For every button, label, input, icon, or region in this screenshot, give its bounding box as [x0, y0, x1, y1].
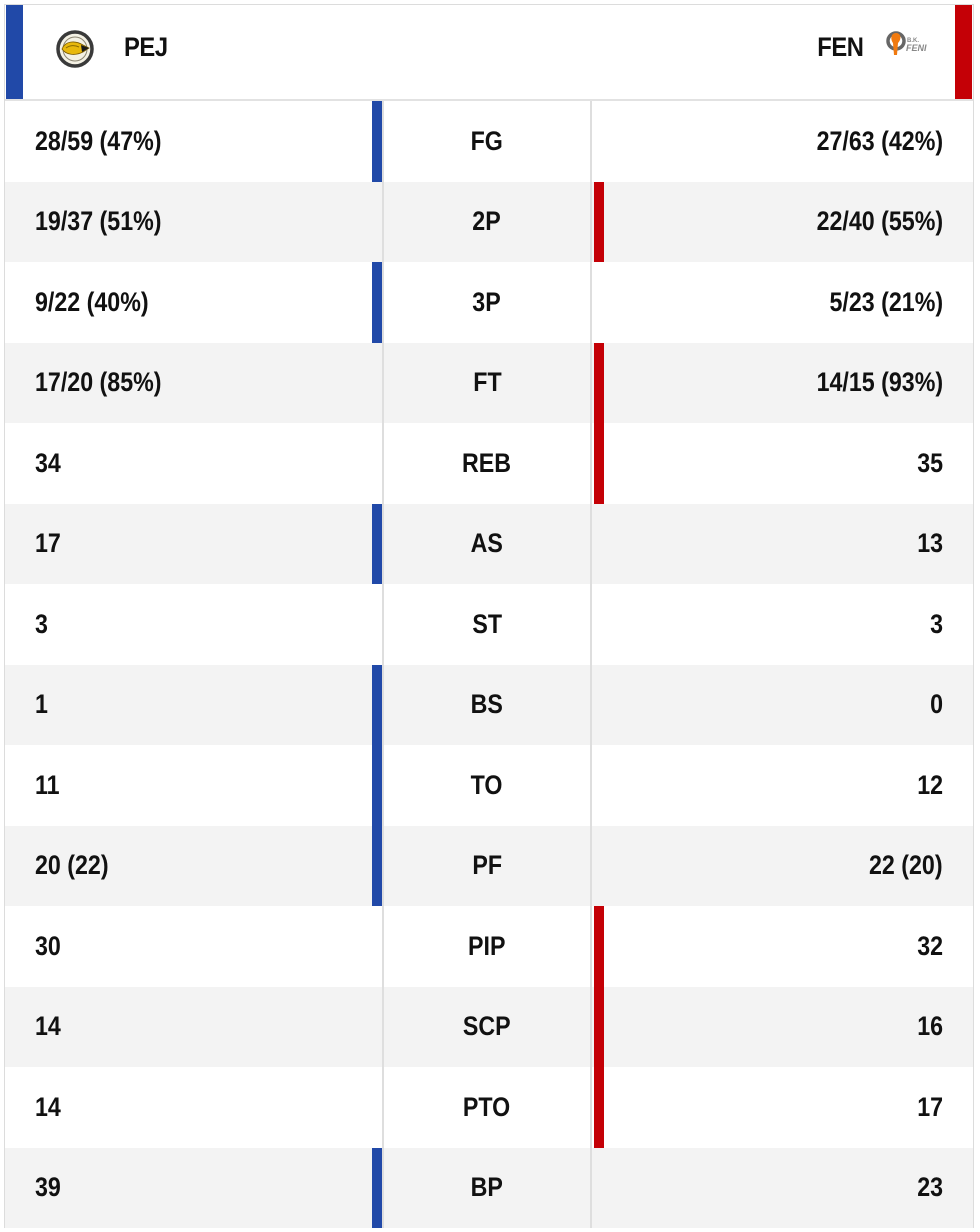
- home-leader-indicator: [372, 1147, 382, 1228]
- team-stats-comparison: PEJ FEN B.K. FENI 28/59 (47%) FG 27/63 (…: [4, 4, 974, 1228]
- stat-row-pf: 20 (22) PF 22 (20): [5, 825, 973, 906]
- home-team-color-bar: [6, 5, 23, 99]
- stat-label: TO: [382, 745, 592, 826]
- home-leader-indicator: [372, 101, 382, 182]
- home-stat-value: 19/37 (51%): [35, 206, 162, 237]
- away-stat-value: 27/63 (42%): [816, 125, 943, 156]
- away-stat-value: 22 (20): [869, 850, 943, 881]
- stat-label: REB: [382, 423, 592, 504]
- stat-row-pip: 30 PIP 32: [5, 906, 973, 987]
- away-leader-indicator: [594, 1067, 604, 1148]
- home-stat-value: 14: [35, 1011, 61, 1042]
- stats-table: 28/59 (47%) FG 27/63 (42%) 19/37 (51%) 2…: [5, 101, 973, 1228]
- away-team-color-bar: [955, 5, 972, 99]
- stat-label: BP: [382, 1147, 592, 1228]
- home-stat-value: 30: [35, 930, 61, 961]
- stat-row-scp: 14 SCP 16: [5, 986, 973, 1067]
- home-stat-value: 1: [35, 689, 48, 720]
- away-stat-value: 0: [930, 689, 943, 720]
- svg-text:B.K.: B.K.: [907, 38, 919, 44]
- home-stat-value: 3: [35, 608, 48, 639]
- stat-row-ft: 17/20 (85%) FT 14/15 (93%): [5, 342, 973, 423]
- home-leader-indicator: [372, 825, 382, 906]
- stat-label: PTO: [382, 1067, 592, 1148]
- away-stat-value: 12: [917, 769, 943, 800]
- stat-label: 2P: [382, 181, 592, 262]
- away-team-abbr: FEN: [816, 32, 864, 62]
- stat-row-reb: 34 REB 35: [5, 423, 973, 504]
- stat-row-bs: 1 BS 0: [5, 664, 973, 745]
- stat-row-bp: 39 BP 23: [5, 1147, 973, 1228]
- home-leader-indicator: [372, 664, 382, 745]
- home-stat-value: 14: [35, 1091, 61, 1122]
- away-stat-value: 13: [917, 528, 943, 559]
- stat-row-pto: 14 PTO 17: [5, 1067, 973, 1148]
- stat-label: FT: [382, 342, 592, 423]
- away-stat-value: 22/40 (55%): [816, 206, 943, 237]
- home-stat-value: 11: [35, 769, 60, 800]
- stat-row-as: 17 AS 13: [5, 503, 973, 584]
- away-leader-indicator: [594, 906, 604, 987]
- away-leader-indicator: [594, 986, 604, 1067]
- home-stat-value: 20 (22): [35, 850, 109, 881]
- home-leader-indicator: [372, 262, 382, 343]
- away-stat-value: 3: [930, 608, 943, 639]
- home-team-abbr: PEJ: [124, 32, 168, 62]
- stat-label: FG: [382, 101, 592, 182]
- pej-team-logo-icon: [56, 30, 94, 68]
- home-leader-indicator: [372, 745, 382, 826]
- stat-label: BS: [382, 664, 592, 745]
- home-stat-value: 34: [35, 447, 61, 478]
- stat-label: PIP: [382, 906, 592, 987]
- away-leader-indicator: [594, 423, 604, 504]
- teams-header: PEJ FEN B.K. FENI: [5, 5, 973, 101]
- away-stat-value: 5/23 (21%): [829, 286, 943, 317]
- stat-row-fg: 28/59 (47%) FG 27/63 (42%): [5, 101, 973, 182]
- stat-row-3p: 9/22 (40%) 3P 5/23 (21%): [5, 262, 973, 343]
- stat-row-st: 3 ST 3: [5, 584, 973, 665]
- home-stat-value: 17: [35, 528, 61, 559]
- home-stat-value: 28/59 (47%): [35, 125, 162, 156]
- home-stat-value: 9/22 (40%): [35, 286, 149, 317]
- stat-row-2p: 19/37 (51%) 2P 22/40 (55%): [5, 181, 973, 262]
- away-leader-indicator: [594, 181, 604, 262]
- stat-label: ST: [382, 584, 592, 665]
- svg-text:FENI: FENI: [906, 43, 927, 53]
- away-stat-value: 16: [917, 1011, 943, 1042]
- away-leader-indicator: [594, 342, 604, 423]
- away-stat-value: 14/15 (93%): [816, 367, 943, 398]
- stat-label: SCP: [382, 986, 592, 1067]
- home-stat-value: 17/20 (85%): [35, 367, 162, 398]
- stat-label: PF: [382, 825, 592, 906]
- stat-row-to: 11 TO 12: [5, 745, 973, 826]
- home-stat-value: 39: [35, 1172, 61, 1203]
- home-leader-indicator: [372, 503, 382, 584]
- away-stat-value: 35: [917, 447, 943, 478]
- away-stat-value: 23: [917, 1172, 943, 1203]
- fen-team-logo-icon: B.K. FENI: [886, 31, 927, 55]
- stat-label: 3P: [382, 262, 592, 343]
- away-stat-value: 17: [917, 1091, 943, 1122]
- stat-label: AS: [382, 503, 592, 584]
- away-stat-value: 32: [917, 930, 943, 961]
